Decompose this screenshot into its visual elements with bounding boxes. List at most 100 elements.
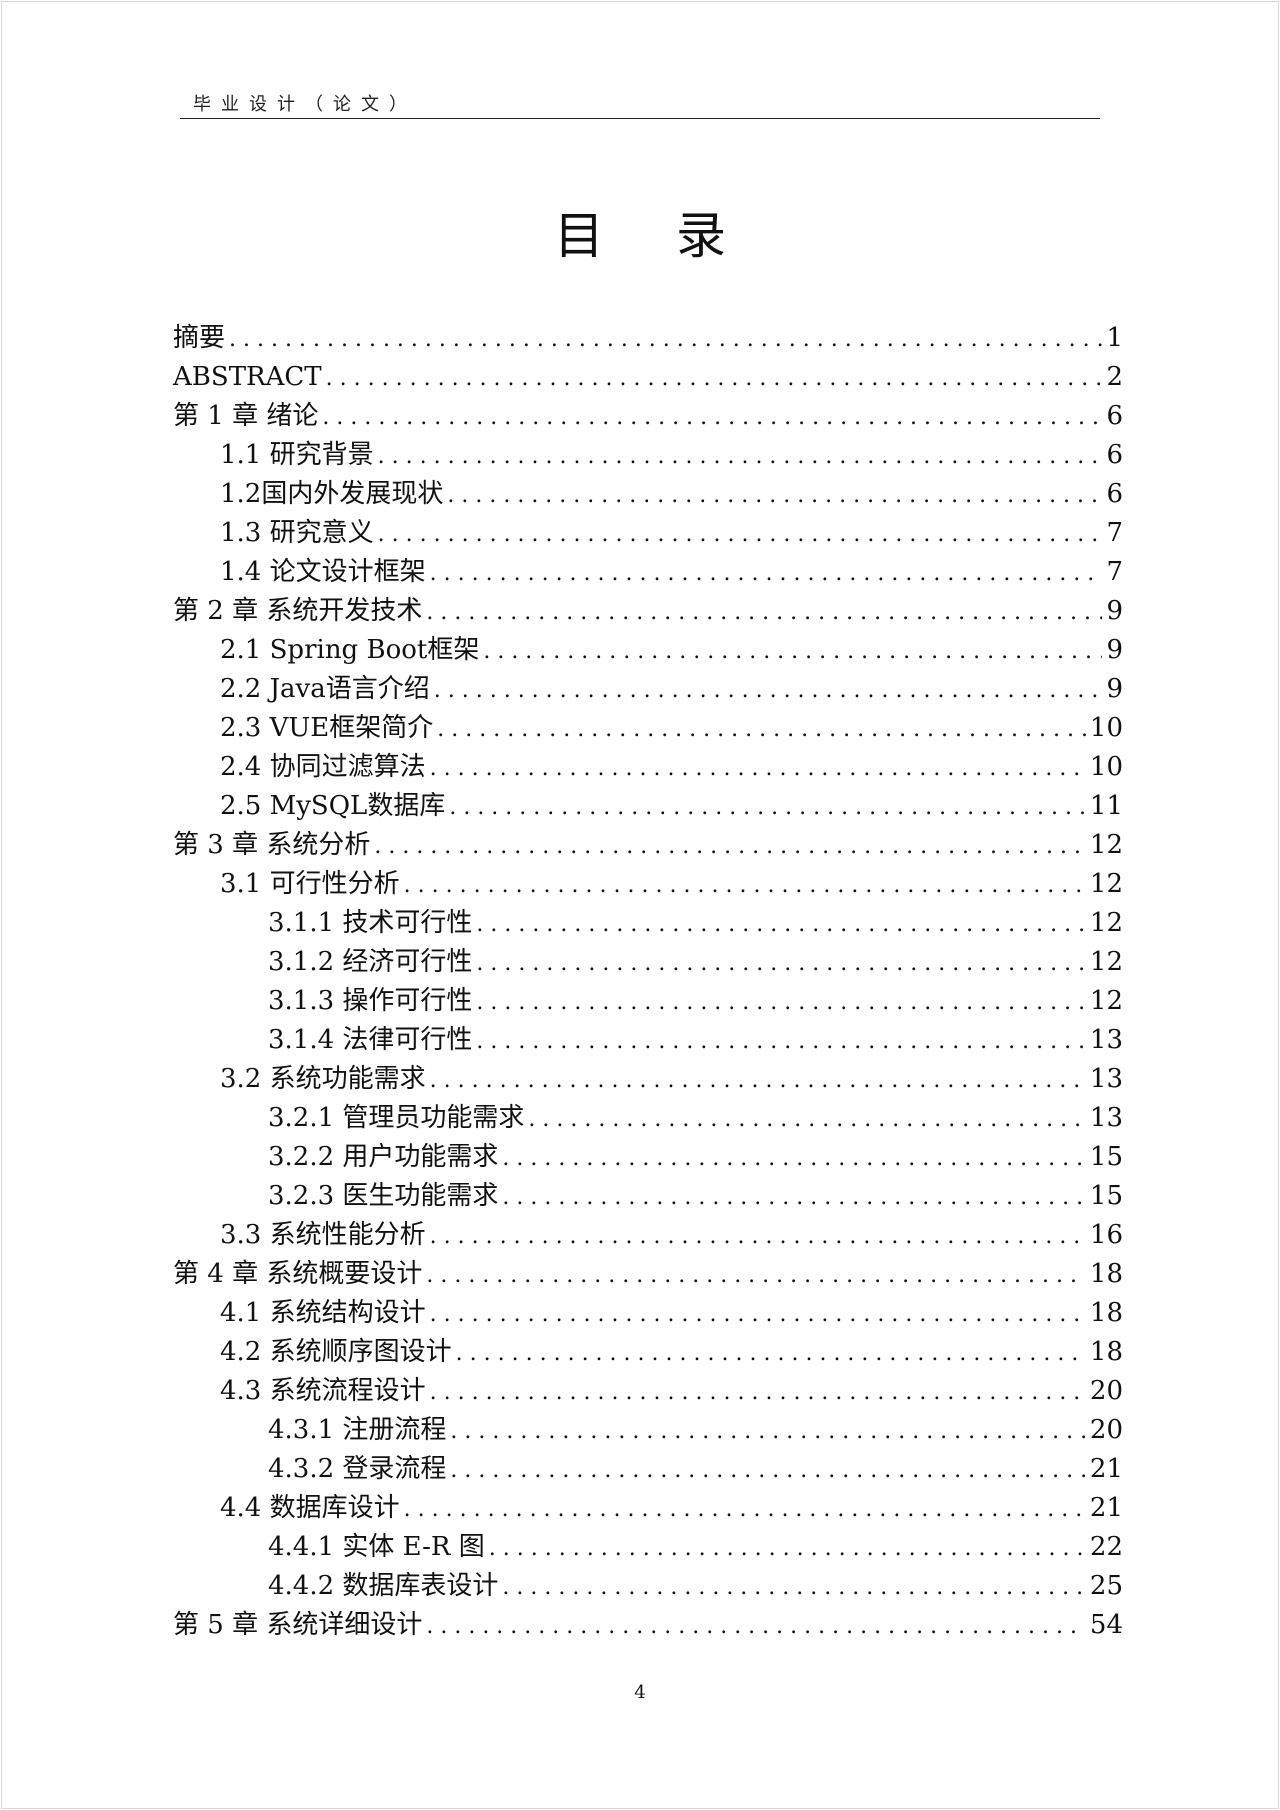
toc-entry-label: 3.1.2 经济可行性	[268, 947, 473, 977]
toc-entry-page: 7	[1106, 518, 1123, 548]
dot-leader	[502, 1139, 1085, 1178]
toc-entry[interactable]: 4.4.1 实体 E-R 图 22	[173, 1528, 1123, 1567]
toc-entry-label: 4.3.1 注册流程	[268, 1415, 447, 1445]
toc-entry-label: 3.1.4 法律可行性	[268, 1025, 473, 1055]
dot-leader	[489, 1529, 1086, 1568]
toc-entry[interactable]: 3.1.3 操作可行性 12	[173, 982, 1123, 1021]
toc-entry[interactable]: 第 1 章 绪论 6	[173, 397, 1123, 436]
toc-entry[interactable]: 1.1 研究背景 6	[173, 436, 1123, 475]
header-rule	[180, 118, 1100, 119]
toc-entry[interactable]: 4.1 系统结构设计 18	[173, 1294, 1123, 1333]
toc-entry[interactable]: 3.1.4 法律可行性 13	[173, 1021, 1123, 1060]
toc-entry[interactable]: 4.2 系统顺序图设计 18	[173, 1333, 1123, 1372]
dot-leader	[374, 827, 1086, 866]
toc-entry[interactable]: 第 3 章 系统分析 12	[173, 826, 1123, 865]
toc-entry-label: 2.3 VUE框架简介	[220, 713, 434, 743]
toc-entry[interactable]: 4.3.1 注册流程 20	[173, 1411, 1123, 1450]
toc-entry-label: 2.4 协同过滤算法	[220, 752, 426, 782]
dot-leader	[378, 515, 1103, 554]
dot-leader	[326, 359, 1103, 398]
toc-entry-label: 3.1 可行性分析	[220, 869, 400, 899]
table-of-contents: 摘要1ABSTRACT2第 1 章 绪论61.1 研究背景61.2国内外发展现状…	[173, 319, 1123, 1645]
toc-entry[interactable]: 2.2 Java语言介绍 9	[173, 670, 1123, 709]
toc-entry-page: 25	[1089, 1571, 1123, 1601]
dot-leader	[450, 1412, 1085, 1451]
toc-entry[interactable]: 4.3.2 登录流程 21	[173, 1450, 1123, 1489]
toc-entry[interactable]: 2.4 协同过滤算法 10	[173, 748, 1123, 787]
toc-entry[interactable]: 3.1.1 技术可行性 12	[173, 904, 1123, 943]
toc-entry-label: 4.4.2 数据库表设计	[268, 1571, 499, 1601]
toc-entry-page: 20	[1089, 1415, 1123, 1445]
dot-leader	[378, 437, 1103, 476]
dot-leader	[426, 1256, 1086, 1295]
dot-leader	[447, 476, 1102, 515]
toc-entry-page: 2	[1106, 362, 1123, 392]
toc-entry-page: 12	[1089, 986, 1123, 1016]
toc-entry-label: 3.2.2 用户功能需求	[268, 1142, 499, 1172]
dot-leader	[404, 866, 1086, 905]
toc-entry-label: 4.4.1 实体 E-R 图	[268, 1532, 485, 1562]
toc-entry-label: 3.1.1 技术可行性	[268, 908, 473, 938]
toc-entry-label: 3.1.3 操作可行性	[268, 986, 473, 1016]
toc-entry-label: 第 5 章 系统详细设计	[173, 1610, 423, 1640]
toc-entry[interactable]: 3.2 系统功能需求 13	[173, 1060, 1123, 1099]
dot-leader	[430, 1295, 1086, 1334]
dot-leader	[430, 554, 1103, 593]
dot-leader	[430, 1217, 1086, 1256]
toc-entry-page: 11	[1089, 791, 1123, 821]
toc-entry-label: 4.4 数据库设计	[220, 1493, 400, 1523]
toc-entry-page: 12	[1089, 830, 1123, 860]
toc-entry[interactable]: 3.3 系统性能分析 16	[173, 1216, 1123, 1255]
toc-entry[interactable]: 3.2.2 用户功能需求 15	[173, 1138, 1123, 1177]
toc-entry-page: 9	[1106, 674, 1123, 704]
toc-entry[interactable]: 4.3 系统流程设计 20	[173, 1372, 1123, 1411]
dot-leader	[476, 1022, 1085, 1061]
toc-entry-page: 9	[1106, 596, 1123, 626]
toc-entry[interactable]: 1.4 论文设计框架 7	[173, 553, 1123, 592]
toc-entry[interactable]: 3.1 可行性分析 12	[173, 865, 1123, 904]
toc-entry[interactable]: 摘要 1	[173, 319, 1123, 358]
dot-leader	[456, 1334, 1086, 1373]
toc-entry[interactable]: ABSTRACT 2	[173, 358, 1123, 397]
toc-entry-label: 3.2.1 管理员功能需求	[268, 1103, 525, 1133]
toc-entry-page: 6	[1106, 479, 1123, 509]
toc-entry[interactable]: 1.3 研究意义 7	[173, 514, 1123, 553]
toc-entry-page: 13	[1089, 1103, 1123, 1133]
toc-entry[interactable]: 3.1.2 经济可行性 12	[173, 943, 1123, 982]
toc-entry-label: 第 1 章 绪论	[173, 401, 319, 431]
toc-entry[interactable]: 2.5 MySQL数据库 11	[173, 787, 1123, 826]
toc-entry-page: 6	[1106, 401, 1123, 431]
toc-entry[interactable]: 2.3 VUE框架简介 10	[173, 709, 1123, 748]
toc-entry-page: 18	[1089, 1298, 1123, 1328]
dot-leader	[430, 1373, 1086, 1412]
toc-entry-page: 16	[1089, 1220, 1123, 1250]
toc-entry[interactable]: 3.2.1 管理员功能需求 13	[173, 1099, 1123, 1138]
toc-entry-page: 15	[1089, 1181, 1123, 1211]
dot-leader	[476, 944, 1085, 983]
toc-entry-label: 3.2.3 医生功能需求	[268, 1181, 499, 1211]
dot-leader	[430, 1061, 1086, 1100]
dot-leader	[229, 320, 1102, 359]
toc-entry[interactable]: 第 4 章 系统概要设计 18	[173, 1255, 1123, 1294]
toc-entry-label: 1.1 研究背景	[220, 440, 374, 470]
toc-entry[interactable]: 3.2.3 医生功能需求 15	[173, 1177, 1123, 1216]
toc-entry[interactable]: 4.4.2 数据库表设计 25	[173, 1567, 1123, 1606]
dot-leader	[434, 671, 1103, 710]
toc-entry-label: 第 3 章 系统分析	[173, 830, 371, 860]
toc-entry[interactable]: 第 2 章 系统开发技术 9	[173, 592, 1123, 631]
toc-entry-page: 15	[1089, 1142, 1123, 1172]
toc-entry[interactable]: 第 5 章 系统详细设计 54	[173, 1606, 1123, 1645]
toc-entry-page: 10	[1089, 713, 1123, 743]
toc-entry-page: 9	[1106, 635, 1123, 665]
dot-leader	[476, 983, 1085, 1022]
toc-entry-label: 3.3 系统性能分析	[220, 1220, 426, 1250]
toc-entry[interactable]: 1.2国内外发展现状 6	[173, 475, 1123, 514]
dot-leader	[528, 1100, 1085, 1139]
toc-entry-page: 6	[1106, 440, 1123, 470]
toc-entry[interactable]: 2.1 Spring Boot框架 9	[173, 631, 1123, 670]
toc-entry[interactable]: 4.4 数据库设计 21	[173, 1489, 1123, 1528]
toc-entry-page: 18	[1089, 1337, 1123, 1367]
dot-leader	[404, 1490, 1086, 1529]
toc-entry-page: 13	[1089, 1025, 1123, 1055]
